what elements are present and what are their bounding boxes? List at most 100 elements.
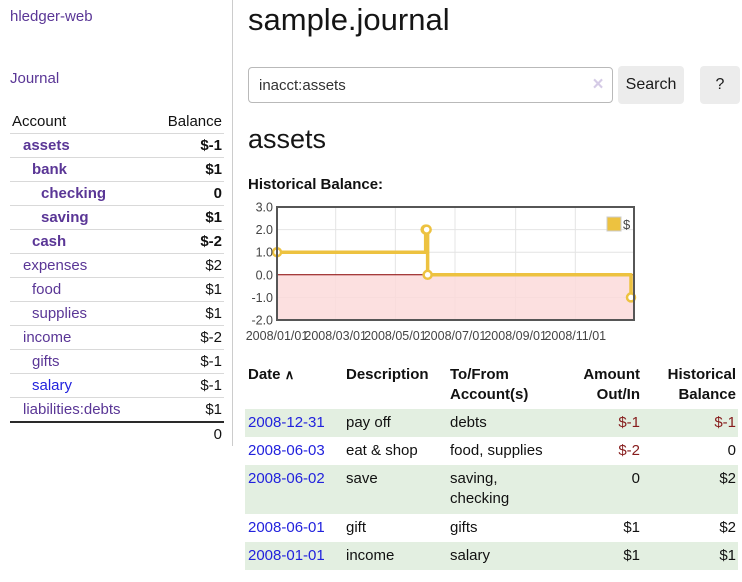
transaction-date-link[interactable]: 2008-12-31 (248, 413, 325, 431)
account-balance: $1 (205, 209, 222, 226)
svg-text:2008/07/01: 2008/07/01 (424, 329, 487, 343)
account-balance: $1 (205, 281, 222, 298)
account-link[interactable]: income (23, 329, 72, 346)
transaction-description: income (346, 546, 395, 564)
account-heading: assets (248, 124, 327, 154)
transaction-historical-balance: $2 (719, 470, 736, 487)
tofrom-column-header: To/From Account(s) (450, 366, 529, 404)
transaction-date-cell: 2008-06-01 (245, 514, 343, 542)
transaction-description: gift (346, 518, 367, 536)
account-row: gifts $-1 (10, 349, 224, 374)
account-balance: $-2 (200, 329, 222, 346)
transaction-amount: $-2 (618, 441, 640, 459)
transaction-historical-balance: $2 (719, 518, 736, 536)
chart-title: Historical Balance: (248, 176, 384, 193)
historical-column-header: Historical Balance (667, 366, 736, 404)
account-link[interactable]: checking (41, 185, 107, 202)
account-row: supplies $1 (10, 301, 224, 326)
svg-text:2008/11/01: 2008/11/01 (544, 329, 606, 343)
register-header-row: Date ∧ Description To/From Account(s) Am… (245, 362, 738, 409)
transaction-description: save (346, 470, 378, 487)
svg-text:2008/09/01: 2008/09/01 (484, 329, 547, 343)
transaction-historical-balance: $1 (719, 546, 736, 564)
transaction-date-cell: 2008-06-03 (245, 437, 343, 465)
transaction-amount: $1 (623, 546, 640, 564)
transaction-historical-balance: 0 (727, 441, 736, 459)
svg-text:1.0: 1.0 (256, 246, 273, 260)
transaction-date-cell: 2008-01-01 (245, 542, 343, 570)
clear-search-icon[interactable]: × (592, 74, 604, 95)
page-title: sample.journal (248, 2, 450, 37)
main-content: sample.journal × Search ? assets Histori… (245, 0, 742, 582)
account-balance: $1 (205, 401, 222, 418)
accounts-total-row: 0 (10, 422, 224, 446)
account-link[interactable]: food (32, 281, 62, 298)
account-balance: $1 (205, 161, 222, 178)
transaction-accounts: gifts (450, 518, 478, 536)
account-row: expenses $2 (10, 253, 224, 278)
transaction-amount: $-1 (618, 413, 640, 431)
account-balance: $-2 (200, 233, 222, 250)
account-link[interactable]: supplies (32, 305, 88, 322)
transaction-accounts: debts (450, 413, 487, 431)
account-link[interactable]: assets (23, 137, 70, 154)
transaction-amount: $1 (623, 518, 640, 536)
accounts-table: Account Balance assets $-1 bank $1 checking 0… (10, 110, 224, 446)
svg-text:3.0: 3.0 (256, 201, 273, 215)
search-button[interactable]: Search (618, 66, 684, 104)
transaction-row: 2008-06-03 eat & shop food, supplies $-2 0 (245, 437, 738, 465)
account-link[interactable]: cash (32, 233, 67, 250)
account-row: liabilities:debts $1 (10, 397, 224, 423)
transaction-description: pay off (346, 413, 391, 431)
svg-text:0.0: 0.0 (256, 268, 273, 282)
transaction-date-link[interactable]: 2008-06-01 (248, 518, 325, 536)
app-brand-link[interactable]: hledger-web (10, 8, 93, 25)
account-row: bank $1 (10, 157, 224, 182)
transaction-amount: 0 (631, 470, 640, 487)
account-balance: $-1 (200, 377, 222, 394)
account-link[interactable]: gifts (32, 353, 60, 370)
transaction-date-link[interactable]: 2008-01-01 (248, 546, 325, 564)
transaction-row: 2008-01-01 income salary $1 $1 (245, 541, 738, 570)
account-balance: $-1 (200, 353, 222, 370)
transaction-row: 2008-12-31 pay off debts $-1 $-1 (245, 408, 738, 437)
transaction-accounts: saving, checking (450, 470, 510, 508)
account-link[interactable]: bank (32, 161, 68, 178)
accounts-table-header: Account Balance (10, 110, 224, 134)
account-row: food $1 (10, 277, 224, 302)
transaction-date-link[interactable]: 2008-06-03 (248, 441, 325, 459)
svg-text:-2.0: -2.0 (251, 314, 273, 328)
account-link[interactable]: expenses (23, 257, 88, 274)
account-link[interactable]: liabilities:debts (23, 401, 121, 418)
accounts-total-spacer (10, 422, 151, 446)
sidebar-item-journal[interactable]: Journal (10, 70, 60, 87)
register-table: Date ∧ Description To/From Account(s) Am… (245, 362, 738, 570)
search-input[interactable] (248, 67, 613, 103)
amount-column-header: Amount Out/In (583, 366, 640, 404)
svg-text:$: $ (623, 217, 631, 232)
search-help-button[interactable]: ? (700, 66, 740, 104)
account-column-header: Account (12, 113, 67, 130)
date-column-header[interactable]: Date ∧ (248, 366, 295, 383)
chart-canvas: $3.0 2.0 1.0 0.0 -1.0 -2.02008/01/012008/03/0… (246, 201, 637, 343)
account-balance: $2 (205, 257, 222, 274)
account-row: income $-2 (10, 325, 224, 350)
transaction-row: 2008-06-01 gift gifts $1 $2 (245, 514, 738, 542)
account-balance: $-1 (200, 137, 222, 154)
account-link[interactable]: saving (41, 209, 89, 226)
transaction-historical-balance: $-1 (714, 413, 736, 431)
transaction-date-link[interactable]: 2008-06-02 (248, 470, 325, 487)
transaction-description: eat & shop (346, 441, 418, 459)
account-row: assets $-1 (10, 133, 224, 158)
balance-column-header: Balance (167, 113, 222, 130)
account-link[interactable]: salary (32, 377, 73, 394)
account-row: saving $1 (10, 205, 224, 230)
svg-text:2.0: 2.0 (256, 223, 273, 237)
transaction-row: 2008-06-02 save saving, checking 0 $2 (245, 465, 738, 514)
account-row: checking 0 (10, 181, 224, 206)
account-balance: $1 (205, 305, 222, 322)
historical-balance-chart: $3.0 2.0 1.0 0.0 -1.0 -2.0 2008/01/01 2008/03/0… (240, 200, 710, 345)
svg-text:-1.0: -1.0 (251, 291, 273, 305)
svg-text:2008/03/01: 2008/03/01 (304, 329, 367, 343)
